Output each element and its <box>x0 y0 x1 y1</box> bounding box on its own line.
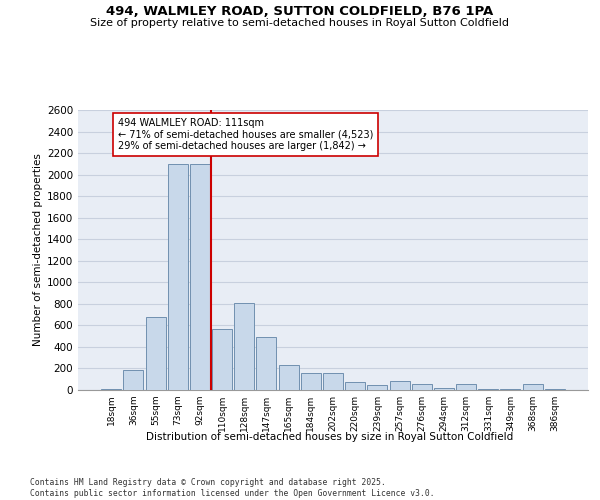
Bar <box>523 384 542 390</box>
Bar <box>412 384 432 390</box>
Y-axis label: Number of semi-detached properties: Number of semi-detached properties <box>33 154 43 346</box>
Bar <box>168 164 188 390</box>
Text: 494, WALMLEY ROAD, SUTTON COLDFIELD, B76 1PA: 494, WALMLEY ROAD, SUTTON COLDFIELD, B76… <box>106 5 494 18</box>
Bar <box>190 164 210 390</box>
Bar <box>212 328 232 390</box>
Bar <box>345 382 365 390</box>
Bar <box>323 374 343 390</box>
Bar <box>434 388 454 390</box>
Bar <box>456 384 476 390</box>
Text: 494 WALMLEY ROAD: 111sqm
← 71% of semi-detached houses are smaller (4,523)
29% o: 494 WALMLEY ROAD: 111sqm ← 71% of semi-d… <box>118 118 373 150</box>
Text: Distribution of semi-detached houses by size in Royal Sutton Coldfield: Distribution of semi-detached houses by … <box>146 432 514 442</box>
Bar <box>146 317 166 390</box>
Bar <box>278 365 299 390</box>
Bar <box>124 370 143 390</box>
Bar <box>301 374 321 390</box>
Text: Contains HM Land Registry data © Crown copyright and database right 2025.
Contai: Contains HM Land Registry data © Crown c… <box>30 478 434 498</box>
Text: Size of property relative to semi-detached houses in Royal Sutton Coldfield: Size of property relative to semi-detach… <box>91 18 509 28</box>
Bar <box>256 337 277 390</box>
Bar <box>367 385 388 390</box>
Bar <box>389 381 410 390</box>
Bar <box>234 303 254 390</box>
